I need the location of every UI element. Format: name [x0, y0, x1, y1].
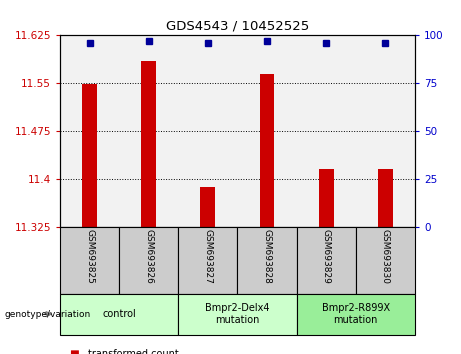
Bar — [119, 227, 178, 294]
Bar — [178, 227, 237, 294]
Bar — [201, 187, 215, 227]
Text: GSM693826: GSM693826 — [144, 229, 153, 284]
Title: GDS4543 / 10452525: GDS4543 / 10452525 — [166, 20, 309, 33]
Text: GSM693828: GSM693828 — [262, 229, 272, 284]
Text: GSM693830: GSM693830 — [381, 229, 390, 284]
Bar — [296, 294, 415, 335]
Text: genotype/variation: genotype/variation — [5, 310, 91, 319]
Bar — [319, 169, 334, 227]
Bar — [82, 85, 97, 227]
Text: transformed count: transformed count — [88, 349, 178, 354]
Bar — [296, 227, 356, 294]
Text: GSM693829: GSM693829 — [322, 229, 331, 284]
Bar — [260, 74, 274, 227]
Text: Bmpr2-Delx4
mutation: Bmpr2-Delx4 mutation — [205, 303, 270, 325]
Bar — [60, 227, 119, 294]
Text: control: control — [102, 309, 136, 319]
Bar — [60, 294, 178, 335]
Text: ■: ■ — [69, 349, 79, 354]
Bar — [178, 294, 296, 335]
Bar — [378, 169, 393, 227]
Bar — [141, 61, 156, 227]
Text: Bmpr2-R899X
mutation: Bmpr2-R899X mutation — [322, 303, 390, 325]
Bar — [237, 227, 296, 294]
Text: GSM693825: GSM693825 — [85, 229, 94, 284]
Bar — [356, 227, 415, 294]
Text: GSM693827: GSM693827 — [203, 229, 213, 284]
